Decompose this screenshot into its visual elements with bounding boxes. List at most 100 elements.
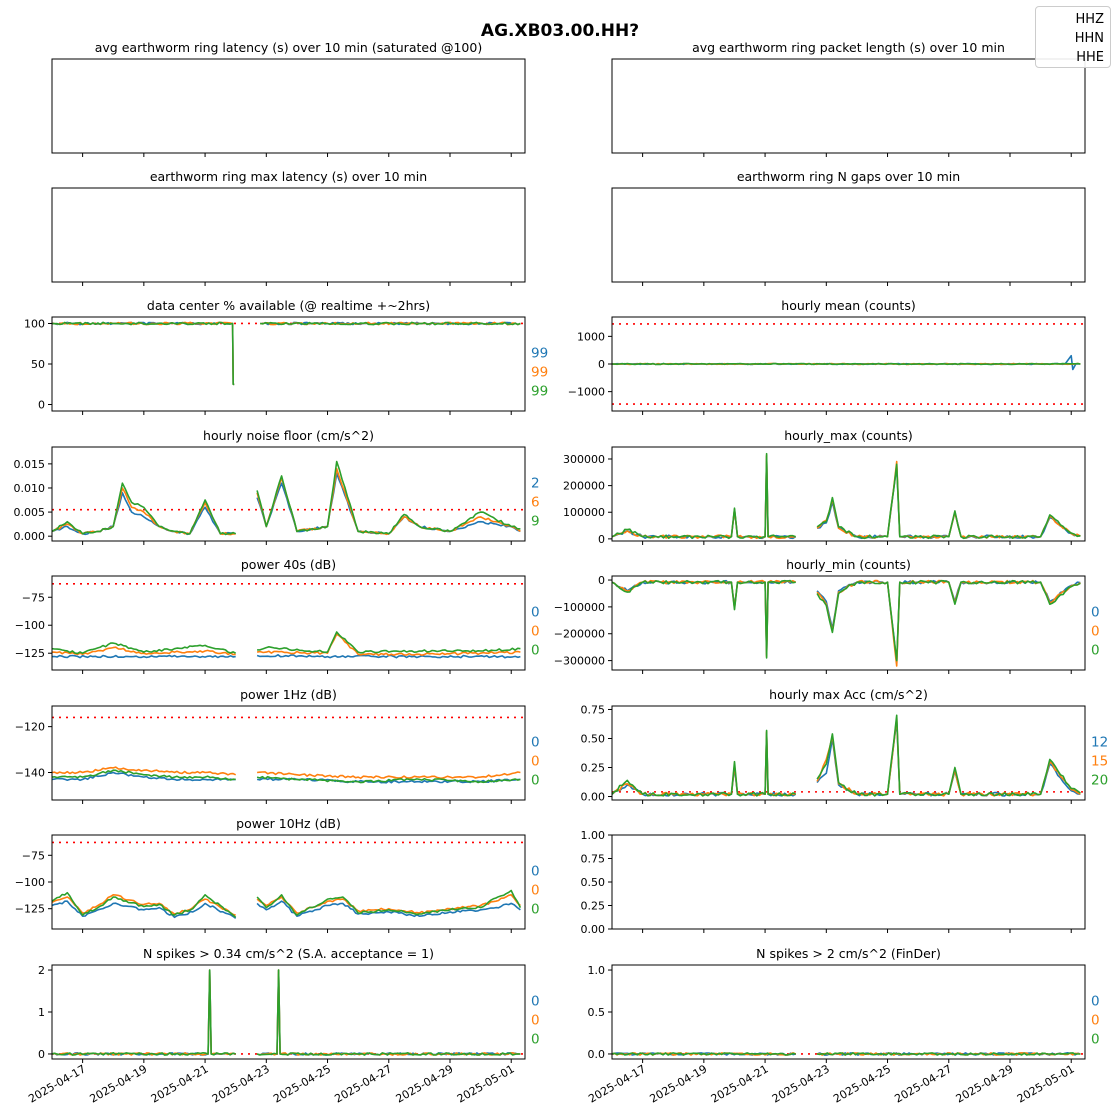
series-line-max_acc-hhz: [612, 720, 1081, 797]
axes-frame-max_acc: [611, 705, 1086, 801]
xtick-label-spikes_2-2: 2025-04-21: [709, 1062, 771, 1105]
series-line-availability-hhe: [52, 321, 521, 386]
right-value-power10hz-0: 0: [531, 863, 540, 879]
plot-area-noise_floor: [52, 460, 525, 536]
plot-area-power1hz: [52, 716, 525, 784]
right-value-spikes_2-2: 0: [1091, 1031, 1100, 1047]
axes-frame-hourly_max: [611, 446, 1086, 542]
plot-area-max_acc: [612, 714, 1085, 797]
axes-frame-availability: [51, 316, 526, 412]
series-line-power1hz-hhn: [52, 766, 521, 779]
series-line-hourly_max-hhz: [612, 455, 1081, 540]
ytick-label-hourly_max-3: 300000: [563, 453, 605, 466]
axes-frame-hourly_min: [611, 575, 1086, 671]
ytick-label-hourly_mean-0: −1000: [568, 386, 605, 399]
xtick-label-spikes_2-1: 2025-04-19: [647, 1062, 709, 1105]
xtick-label-spikes_034-0: 2025-04-17: [26, 1062, 88, 1105]
series-line-availability-hhz: [52, 321, 521, 386]
series-line-spikes_2-hhe: [612, 1052, 1081, 1056]
xtick-label-spikes_034-2: 2025-04-21: [149, 1062, 211, 1105]
panels-group: avg earthworm ring latency (s) over 10 m…: [14, 40, 1109, 1106]
ytick-label-power40-0: −125: [15, 647, 45, 660]
series-line-hourly_mean-hhz: [612, 354, 1081, 371]
series-line-power40-hhz: [52, 654, 521, 659]
right-value-spikes_2-0: 0: [1091, 993, 1100, 1009]
plot-area-hourly_max: [612, 452, 1081, 540]
panel-title-power1hz: power 1Hz (dB): [240, 687, 337, 702]
plot-area-spikes_034: [52, 969, 525, 1056]
xtick-label-spikes_2-6: 2025-04-29: [954, 1062, 1016, 1105]
ytick-label-spikes_034-0: 0: [38, 1048, 45, 1061]
xtick-label-spikes_034-3: 2025-04-23: [210, 1062, 272, 1105]
series-line-max_acc-hhe: [612, 714, 1081, 797]
panel-title-latency_max: earthworm ring max latency (s) over 10 m…: [150, 169, 427, 184]
axes-frame-packet_len: [611, 58, 1086, 154]
right-value-power40-1: 0: [531, 623, 540, 639]
ytick-label-max_acc-0: 0.00: [581, 791, 606, 804]
series-line-hourly_max-hhe: [612, 452, 1081, 540]
plot-area-power40: [52, 583, 525, 659]
panel-power40: power 40s (dB) −125 −100 −75 0 0 0: [15, 557, 540, 674]
axes-frame-power40: [51, 575, 526, 671]
xtick-label-spikes_2-7: 2025-05-01: [1015, 1062, 1077, 1105]
right-value-noise_floor-0: 2: [531, 475, 540, 491]
series-line-hourly_max-hhn: [612, 454, 1081, 540]
right-value-hourly_min-0: 0: [1091, 604, 1100, 620]
panel-title-hourly_max: hourly_max (counts): [784, 428, 913, 443]
series-line-hourly_min-hhz: [612, 579, 1081, 665]
series-line-power40-hhe: [52, 631, 521, 655]
panel-spikes_034: N spikes > 0.34 cm/s^2 (S.A. acceptance …: [26, 946, 539, 1106]
ytick-label-spikes_2-1: 0.5: [588, 1006, 606, 1019]
panel-power1hz: power 1Hz (dB) −140 −120 0 0 0: [15, 687, 540, 804]
ytick-label-noise_floor-0: 0.000: [14, 530, 46, 543]
panel-title-latency_avg: avg earthworm ring latency (s) over 10 m…: [95, 40, 482, 55]
axes-frame-noise_floor: [51, 446, 526, 542]
panel-hourly_max: hourly_max (counts) 0 100000 200000 300000: [563, 428, 1086, 546]
panel-title-spikes_034: N spikes > 0.34 cm/s^2 (S.A. acceptance …: [143, 946, 434, 961]
panel-latency_avg: avg earthworm ring latency (s) over 10 m…: [51, 40, 526, 157]
panel-hourly_mean: hourly mean (counts) −1000 0 1000: [568, 298, 1086, 415]
panel-title-availability: data center % available (@ realtime +~2h…: [147, 298, 430, 313]
xtick-label-spikes_2-4: 2025-04-25: [831, 1062, 893, 1105]
series-line-power10hz-hhe: [52, 889, 522, 918]
panel-title-noise_floor: hourly noise floor (cm/s^2): [203, 428, 374, 443]
panel-availability: data center % available (@ realtime +~2h…: [24, 298, 548, 415]
panel-title-packet_len: avg earthworm ring packet length (s) ove…: [692, 40, 1005, 55]
panel-empty_axes: 0.00 0.25 0.50 0.75 1.00: [581, 829, 1086, 936]
right-value-max_acc-0: 12: [1091, 734, 1108, 750]
right-value-spikes_2-1: 0: [1091, 1012, 1100, 1028]
ytick-label-empty_axes-2: 0.50: [581, 876, 606, 889]
ytick-label-availability-0: 0: [38, 399, 45, 412]
ytick-label-hourly_max-0: 0: [598, 533, 605, 546]
axes-frame-latency_max: [51, 187, 526, 283]
panel-spikes_2: N spikes > 2 cm/s^2 (FinDer) 0.0 0.5 1.0 202…: [586, 946, 1099, 1106]
right-value-power40-0: 0: [531, 604, 540, 620]
legend-entry-hhe: HHE: [1076, 50, 1104, 65]
ytick-label-spikes_2-0: 0.0: [588, 1048, 606, 1061]
ytick-label-power40-2: −75: [22, 591, 45, 604]
ytick-label-noise_floor-1: 0.005: [14, 506, 46, 519]
ytick-label-availability-2: 100: [24, 317, 45, 330]
xtick-label-spikes_034-5: 2025-04-27: [332, 1062, 394, 1105]
right-value-availability-1: 99: [531, 364, 548, 380]
series-line-max_acc-hhn: [612, 716, 1081, 797]
right-value-spikes_034-1: 0: [531, 1012, 540, 1028]
ytick-label-power40-1: −100: [15, 619, 45, 632]
series-line-noise_floor-hhn: [52, 467, 521, 536]
ytick-label-spikes_2-2: 1.0: [588, 964, 606, 977]
right-value-max_acc-2: 20: [1091, 772, 1108, 788]
series-line-power40-hhn: [52, 633, 521, 657]
ytick-label-power10hz-1: −100: [15, 876, 45, 889]
right-value-max_acc-1: 15: [1091, 753, 1108, 769]
ytick-label-max_acc-1: 0.25: [581, 762, 606, 775]
right-value-spikes_034-2: 0: [531, 1031, 540, 1047]
series-line-power1hz-hhe: [52, 769, 521, 784]
ytick-label-hourly_max-1: 100000: [563, 506, 605, 519]
ytick-label-noise_floor-2: 0.010: [14, 482, 46, 495]
ytick-label-power10hz-0: −125: [15, 903, 45, 916]
axes-frame-empty_axes: [611, 834, 1086, 930]
ytick-label-hourly_mean-1: 0: [598, 358, 605, 371]
ytick-label-empty_axes-1: 0.25: [581, 900, 606, 913]
axes-frame-power10hz: [51, 834, 526, 930]
